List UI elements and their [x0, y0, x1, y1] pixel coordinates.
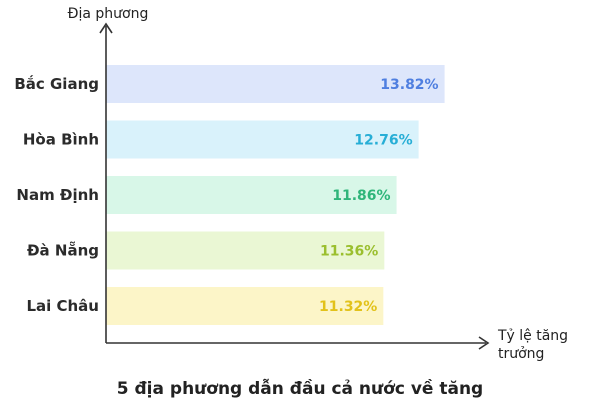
- bar-3: [106, 176, 397, 214]
- category-label-4: Đà Nẵng: [27, 241, 99, 260]
- x-axis-arrow: [478, 336, 490, 350]
- value-label-2: 12.76%: [354, 133, 412, 149]
- category-label-5: Lai Châu: [26, 297, 99, 315]
- category-label-2: Hòa Bình: [23, 131, 99, 149]
- bar-2: [106, 120, 419, 159]
- bars-group: [106, 65, 445, 325]
- value-labels: 13.82% 12.76% 11.86% 11.36% 11.32%: [319, 77, 439, 315]
- category-label-3: Nam Định: [16, 186, 99, 204]
- y-axis-arrow: [99, 22, 113, 34]
- bar-1: [106, 65, 445, 103]
- value-label-4: 11.36%: [320, 244, 378, 260]
- bar-4: [106, 231, 385, 270]
- x-axis-title-line1: Tỷ lệ tăng: [497, 328, 568, 344]
- value-label-5: 11.32%: [319, 299, 377, 315]
- x-axis-title-line2: trưởng: [498, 346, 544, 362]
- value-label-1: 13.82%: [380, 77, 438, 93]
- y-axis-title: Địa phương: [68, 6, 149, 22]
- bar-5: [106, 287, 384, 325]
- category-label-1: Bắc Giang: [14, 74, 99, 93]
- chart-title: 5 địa phương dẫn đầu cả nước về tăng: [117, 377, 483, 399]
- value-label-3: 11.86%: [332, 188, 390, 204]
- category-labels: Bắc Giang Hòa Bình Nam Định Đà Nẵng Lai Châu: [14, 74, 99, 315]
